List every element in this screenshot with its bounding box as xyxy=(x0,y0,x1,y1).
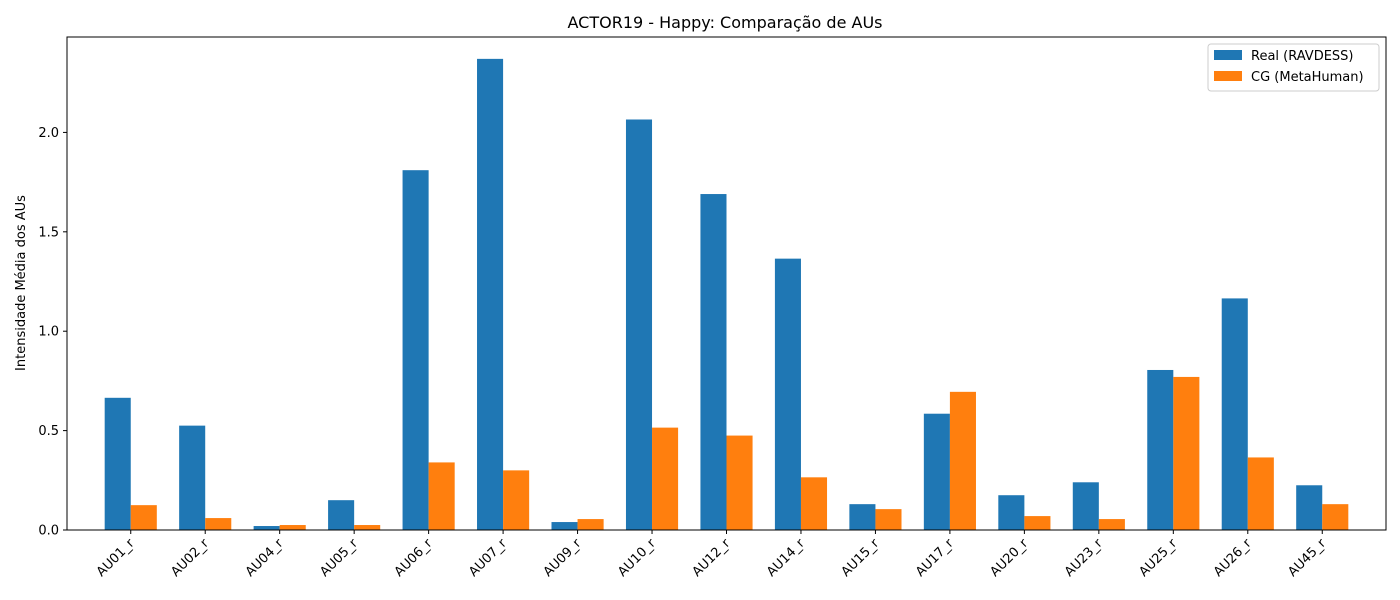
bar-cg-au07-r xyxy=(503,470,530,530)
x-tick-label: AU26_r xyxy=(1211,536,1255,580)
bar-real-au06-r xyxy=(402,170,429,530)
bar-cg-au20-r xyxy=(1024,516,1051,530)
bar-cg-au09-r xyxy=(577,519,604,530)
x-tick-label: AU06_r xyxy=(392,536,436,580)
x-tick-label: AU02_r xyxy=(168,536,212,580)
bar-real-au14-r xyxy=(774,258,801,530)
bars-group xyxy=(104,58,1349,530)
bar-cg-au10-r xyxy=(652,427,679,530)
y-tick-label: 1.5 xyxy=(38,225,59,240)
bar-cg-au25-r xyxy=(1173,376,1200,530)
x-tick-label: AU12_r xyxy=(690,536,734,580)
x-tick-label: AU45_r xyxy=(1285,536,1329,580)
bar-cg-au05-r xyxy=(354,525,381,530)
y-tick-label: 0.0 xyxy=(38,524,59,539)
bar-cg-au12-r xyxy=(726,435,753,530)
legend-box xyxy=(1207,43,1380,92)
bar-real-au45-r xyxy=(1296,485,1323,530)
bar-real-au15-r xyxy=(849,504,876,530)
legend-swatch xyxy=(1214,50,1242,60)
bar-real-au04-r xyxy=(253,526,280,530)
x-tick-label: AU07_r xyxy=(466,536,510,580)
x-tick-label: AU20_r xyxy=(988,536,1032,580)
x-tick-label: AU14_r xyxy=(764,536,808,580)
y-tick-label: 1.0 xyxy=(38,325,59,340)
legend-label: Real (RAVDESS) xyxy=(1251,49,1354,64)
plot-frame xyxy=(66,36,1387,531)
bar-cg-au01-r xyxy=(130,505,157,530)
bar-real-au02-r xyxy=(179,425,206,530)
y-tick-label: 2.0 xyxy=(38,126,59,141)
y-axis: 0.0 0.5 1.0 1.5 2.0 xyxy=(38,126,67,539)
bar-cg-au04-r xyxy=(279,525,306,530)
x-tick-label: AU04_r xyxy=(243,536,287,580)
bar-cg-au26-r xyxy=(1247,457,1274,530)
x-tick-label: AU23_r xyxy=(1062,536,1106,580)
x-tick-label: AU17_r xyxy=(913,536,957,580)
x-tick-label: AU05_r xyxy=(317,536,361,580)
bar-cg-au02-r xyxy=(205,518,232,530)
bar-real-au01-r xyxy=(104,397,131,530)
bar-real-au20-r xyxy=(998,495,1025,530)
bar-cg-au14-r xyxy=(800,477,828,530)
bar-real-au10-r xyxy=(625,119,653,530)
y-axis-label: Intensidade Média dos AUs xyxy=(14,195,29,371)
bar-cg-au17-r xyxy=(949,391,976,530)
x-tick-label: AU25_r xyxy=(1136,536,1180,580)
x-tick-label: AU01_r xyxy=(94,536,138,580)
x-tick-label: AU09_r xyxy=(541,536,585,580)
bar-cg-au06-r xyxy=(428,462,455,530)
bar-real-au23-r xyxy=(1072,482,1099,530)
bar-real-au26-r xyxy=(1221,298,1248,530)
bar-cg-au23-r xyxy=(1098,519,1125,530)
bar-real-au07-r xyxy=(477,58,504,530)
legend: Real (RAVDESS) CG (MetaHuman) xyxy=(1207,43,1380,92)
x-axis: AU01_r AU02_r AU04_r AU05_r AU06_r AU07_r AU09… xyxy=(94,530,1330,580)
legend-swatch xyxy=(1214,71,1242,81)
bar-cg-au15-r xyxy=(875,509,902,530)
bar-real-au25-r xyxy=(1147,369,1174,530)
chart-title: ACTOR19 - Happy: Comparação de AUs xyxy=(568,13,883,32)
bar-real-au12-r xyxy=(700,194,727,530)
bar-real-au05-r xyxy=(328,500,355,530)
x-tick-label: AU15_r xyxy=(839,536,883,580)
legend-label: CG (MetaHuman) xyxy=(1251,70,1364,85)
x-tick-label: AU10_r xyxy=(615,536,659,580)
bar-real-au09-r xyxy=(551,522,578,530)
y-tick-label: 0.5 xyxy=(38,424,59,439)
bar-cg-au45-r xyxy=(1322,504,1349,530)
bar-real-au17-r xyxy=(923,413,950,530)
